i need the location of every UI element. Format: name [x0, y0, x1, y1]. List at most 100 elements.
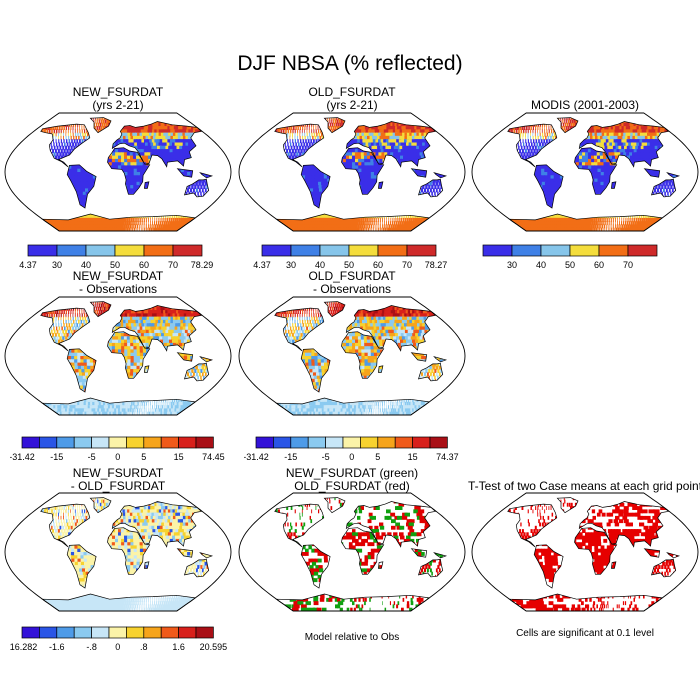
- grid-cell: [140, 172, 144, 176]
- grid-cell: [138, 152, 143, 157]
- grid-cell: [133, 129, 138, 134]
- grid-cell: [305, 181, 310, 186]
- grid-cell: [173, 152, 179, 157]
- grid-cell: [421, 172, 425, 176]
- grid-cell: [309, 122, 311, 127]
- grid-cell: [311, 132, 313, 137]
- grid-cell: [321, 217, 327, 222]
- grid-cell: [126, 221, 129, 226]
- grid-cell: [165, 214, 167, 219]
- grid-cell: [295, 155, 298, 160]
- grid-cell: [390, 217, 392, 222]
- grid-cell: [69, 142, 72, 147]
- grid-cell: [164, 139, 170, 144]
- grid-cell: [80, 135, 83, 140]
- grid-cell: [145, 135, 150, 140]
- grid-cell: [380, 149, 385, 153]
- grid-cell: [157, 139, 162, 144]
- grid-cell: [280, 129, 283, 134]
- grid-cell: [367, 175, 372, 180]
- grid-cell: [198, 188, 201, 193]
- grid-cell: [331, 122, 334, 127]
- grid-cell: [124, 126, 128, 130]
- grid-cell: [309, 185, 314, 189]
- grid-cell: [370, 178, 375, 183]
- grid-cell: [72, 129, 74, 134]
- grid-cell: [397, 158, 402, 163]
- grid-cell: [182, 217, 186, 222]
- grid-cell: [364, 165, 369, 170]
- grid-cell: [407, 214, 410, 219]
- grid-cell: [78, 135, 80, 140]
- grid-cell: [206, 185, 209, 189]
- grid-cell: [364, 135, 369, 140]
- grid-cell: [318, 181, 323, 186]
- grid-cell: [329, 122, 332, 127]
- grid-cell: [63, 132, 64, 137]
- grid-cell: [81, 126, 83, 130]
- grid-cell: [370, 165, 375, 170]
- grid-cell: [55, 135, 57, 140]
- grid-cell: [68, 135, 70, 140]
- grid-cell: [373, 165, 378, 170]
- grid-cell: [132, 152, 137, 157]
- grid-cell: [184, 217, 188, 222]
- grid-cell: [140, 227, 142, 232]
- grid-cell: [324, 178, 328, 183]
- grid-cell: [285, 145, 287, 150]
- grid-cell: [418, 145, 425, 150]
- grid-cell: [379, 217, 381, 222]
- grid-cell: [144, 139, 149, 144]
- grid-cell: [163, 224, 166, 229]
- grid-cell: [361, 158, 365, 163]
- grid-cell: [331, 119, 333, 124]
- grid-cell: [79, 198, 84, 203]
- grid-cell: [158, 142, 164, 147]
- grid-cell: [200, 185, 203, 189]
- grid-cell: [107, 221, 111, 226]
- grid-cell: [342, 162, 347, 167]
- grid-cell: [376, 158, 381, 163]
- grid-cell: [135, 217, 137, 222]
- grid-cell: [75, 135, 77, 140]
- grid-cell: [301, 132, 303, 137]
- grid-cell: [169, 158, 175, 163]
- grid-cell: [406, 217, 409, 222]
- grid-cell: [133, 155, 137, 160]
- grid-cell: [142, 221, 144, 226]
- grid-cell: [332, 217, 337, 222]
- panel-title-line: NEW_FSURDAT: [72, 85, 164, 99]
- grid-cell: [152, 227, 154, 232]
- grid-cell: [186, 188, 189, 193]
- grid-cell: [364, 217, 367, 222]
- grid-cell: [145, 129, 150, 134]
- grid-cell: [180, 168, 185, 173]
- grid-cell: [386, 149, 391, 153]
- grid-cell: [327, 119, 329, 124]
- grid-cell: [155, 227, 158, 232]
- grid-cell: [150, 227, 153, 232]
- grid-cell: [146, 149, 151, 153]
- grid-cell: [169, 224, 172, 229]
- grid-cell: [420, 149, 426, 153]
- grid-cell: [60, 139, 62, 144]
- grid-cell: [330, 126, 333, 130]
- grid-cell: [370, 168, 375, 173]
- grid-cell: [115, 139, 119, 144]
- grid-cell: [156, 217, 158, 222]
- grid-cell: [367, 188, 371, 193]
- grid-cell: [298, 142, 300, 147]
- grid-cell: [91, 117, 93, 121]
- grid-cell: [79, 126, 80, 130]
- grid-cell: [275, 129, 278, 134]
- grid-cell: [288, 149, 291, 153]
- grid-cell: [97, 122, 100, 127]
- grid-cell: [77, 178, 82, 183]
- grid-cell: [317, 168, 322, 173]
- grid-cell: [346, 152, 350, 157]
- grid-cell: [375, 132, 381, 137]
- grid-cell: [174, 217, 177, 222]
- grid-cell: [74, 142, 77, 147]
- grid-cell: [290, 126, 293, 130]
- grid-cell: [428, 191, 430, 196]
